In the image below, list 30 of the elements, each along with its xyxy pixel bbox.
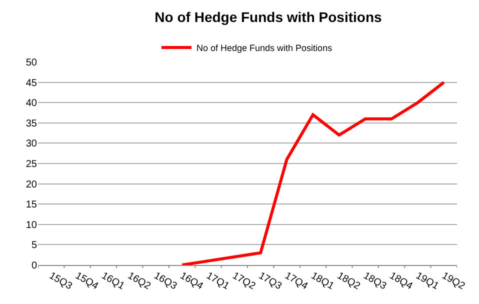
x-tick-label: 18Q2 [335, 270, 362, 292]
y-tick-label: 10 [26, 220, 38, 231]
chart-title: No of Hedge Funds with Positions [154, 8, 382, 25]
y-tick-label: 40 [26, 98, 38, 110]
x-tick-label: 15Q3 [47, 270, 74, 292]
y-tick-label: 45 [26, 78, 38, 89]
x-tick-label: 17Q3 [256, 270, 284, 292]
y-tick-label: 50 [26, 58, 38, 68]
x-tick-label: 16Q2 [126, 270, 153, 292]
y-tick-label: 15 [26, 200, 38, 211]
x-tick-label: 18Q1 [308, 270, 336, 292]
x-tick-label: 18Q4 [388, 270, 415, 292]
x-tick-label: 17Q2 [230, 270, 258, 292]
y-tick-label: 0 [31, 260, 38, 272]
x-tick-label: 17Q4 [282, 270, 310, 292]
y-tick-label: 30 [26, 138, 38, 150]
y-tick-label: 35 [26, 118, 38, 130]
x-tick-label: 16Q4 [178, 270, 206, 292]
x-tick-label: 18Q3 [361, 270, 388, 292]
legend-label: No of Hedge Funds with Positions [196, 43, 333, 54]
x-tick-label: 19Q2 [440, 270, 467, 292]
x-tick-label: 17Q1 [204, 270, 232, 292]
x-tick-label: 19Q1 [414, 270, 441, 292]
x-tick-label: 16Q1 [99, 270, 127, 292]
y-tick-label: 20 [26, 179, 38, 190]
x-tick-label: 15Q4 [73, 270, 100, 292]
x-tick-label: 16Q3 [152, 270, 179, 292]
line-series [180, 80, 446, 265]
y-tick-label: 5 [31, 240, 38, 252]
y-tick-label: 25 [26, 159, 38, 170]
